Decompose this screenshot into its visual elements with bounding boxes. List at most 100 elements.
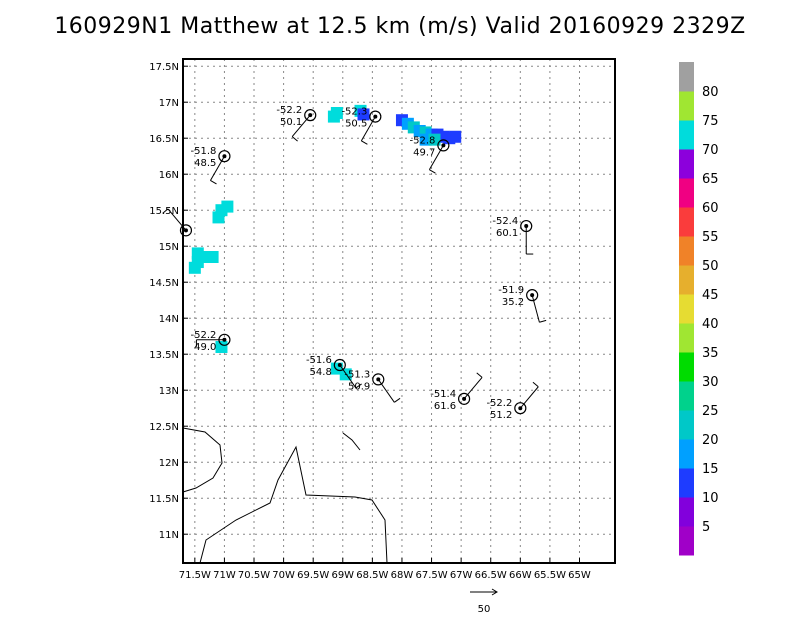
coastline — [182, 427, 388, 564]
grid-lines — [183, 59, 615, 563]
station-ring — [333, 358, 346, 372]
colorbar-label: 10 — [702, 491, 719, 506]
station: -51.350.9 — [344, 369, 401, 403]
station-temp: -51.8 — [191, 146, 217, 157]
station-wind: 50.5 — [345, 119, 367, 130]
station-temp: -52.3 — [341, 107, 367, 118]
wind-barb-flag — [291, 136, 298, 142]
station: -52.249.0 — [191, 330, 231, 353]
station-wind: 35.2 — [502, 297, 524, 308]
y-tick-label: 12.5N — [149, 422, 179, 433]
wind-barb — [339, 364, 357, 389]
colorbar-label: 45 — [702, 288, 719, 303]
station-temp: -52.2 — [486, 398, 512, 409]
wind-cell — [428, 133, 441, 146]
station-ring — [372, 373, 385, 386]
y-tick-label: 15N — [159, 242, 179, 253]
station: -52.250.1 — [276, 105, 317, 142]
x-tick-label: 68.5W — [356, 570, 388, 581]
coastline-segment — [199, 445, 388, 564]
wind-barb — [377, 379, 395, 403]
station: -52.849.7 — [410, 135, 450, 174]
colorbar-swatch — [679, 381, 694, 411]
x-tick-label: 71.5W — [179, 570, 211, 581]
station-temp: -52.2 — [276, 105, 302, 116]
colorbar-swatch — [679, 410, 694, 440]
colorbar-label: 55 — [702, 230, 719, 245]
colorbar-swatch — [679, 236, 694, 266]
wind-cell — [327, 110, 340, 123]
colorbar-label: 60 — [702, 201, 719, 216]
wind-barb-flag — [361, 140, 368, 145]
wind-barb — [209, 155, 225, 181]
colorbar-swatch — [679, 294, 694, 324]
y-tick-label: 13N — [159, 386, 179, 397]
x-tick-label: 70W — [272, 570, 295, 581]
x-tick-label: 66.5W — [475, 570, 507, 581]
colorbar-swatch — [679, 265, 694, 295]
station-temp: -51.4 — [430, 389, 456, 400]
station-ring — [218, 150, 231, 163]
station-ring — [179, 224, 193, 237]
y-tick-label: 17.5N — [149, 62, 179, 73]
station-ring — [526, 289, 539, 302]
wind-cell — [221, 200, 234, 213]
x-tick-label: 70.5W — [238, 570, 270, 581]
station-ring — [514, 402, 527, 415]
wind-cell — [215, 341, 228, 353]
y-tick-label: 16N — [159, 170, 179, 181]
colorbar-swatch — [679, 178, 694, 208]
wind-barb-flag — [429, 169, 436, 174]
station: -51.935.2 — [498, 285, 547, 323]
wind-barb-flag — [539, 319, 547, 323]
y-tick-label: 17N — [159, 98, 179, 109]
station: -52.350.5 — [341, 107, 382, 145]
wind-barb-flag — [210, 180, 217, 185]
colorbar-label: 35 — [702, 346, 719, 361]
station-temp: -51.6 — [306, 355, 332, 366]
wind-barb — [291, 114, 311, 137]
station: -51.461.6 — [430, 372, 483, 412]
station-temp: -51.3 — [344, 369, 370, 380]
colorbar-swatch — [679, 207, 694, 237]
colorbar-label: 75 — [702, 114, 719, 129]
map-frame — [182, 58, 616, 564]
x-tick-label: 65.5W — [534, 570, 566, 581]
colorbar-swatch — [679, 439, 694, 469]
wind-cell — [449, 130, 462, 143]
colorbar-label: 70 — [702, 143, 719, 158]
wind-barb — [360, 116, 376, 142]
coastline-segment — [342, 432, 361, 451]
colorbar-swatch — [679, 120, 694, 150]
y-tick-label: 12N — [159, 458, 179, 469]
station-temp: -51.9 — [498, 285, 524, 296]
wind-barb — [463, 377, 483, 400]
axis-ticks: 71.5W 71W 70.5W 70W 69.5W 69W 68.5W 68W 67.5W 67W… — [149, 62, 591, 581]
colorbar-label: 40 — [702, 317, 719, 332]
y-tick-label: 11N — [159, 530, 179, 541]
x-tick-label: 69W — [331, 570, 354, 581]
station-ring — [457, 392, 471, 405]
colorbar-label: 65 — [702, 172, 719, 187]
colorbar-swatch — [679, 352, 694, 382]
station-ring — [369, 110, 382, 123]
colorbar-swatch — [679, 497, 694, 527]
station-wind: 60.1 — [496, 228, 518, 239]
station-wind: 50.9 — [348, 381, 370, 392]
wind-cell — [206, 251, 219, 263]
colorbar: 5 10 15 20 25 30 35 40 45 50 55 60 65 70 75 80 — [679, 62, 719, 556]
station: -51.654.8 — [306, 355, 362, 389]
colorbar-swatch — [679, 323, 694, 353]
station-ring — [437, 139, 450, 152]
colorbar-label: 5 — [702, 520, 710, 535]
scale-arrow: 50 — [470, 588, 498, 615]
coastline-segment — [182, 427, 223, 493]
station: -51.848.5 — [191, 146, 231, 185]
x-tick-label: 69.5W — [297, 570, 329, 581]
y-tick-label: 13.5N — [149, 350, 179, 361]
station: -52.251.2 — [486, 381, 539, 421]
x-tick-label: 68W — [391, 570, 414, 581]
wind-barb-flag — [394, 397, 401, 403]
station: -52.460.1 — [492, 216, 534, 255]
colorbar-label: 80 — [702, 85, 719, 100]
